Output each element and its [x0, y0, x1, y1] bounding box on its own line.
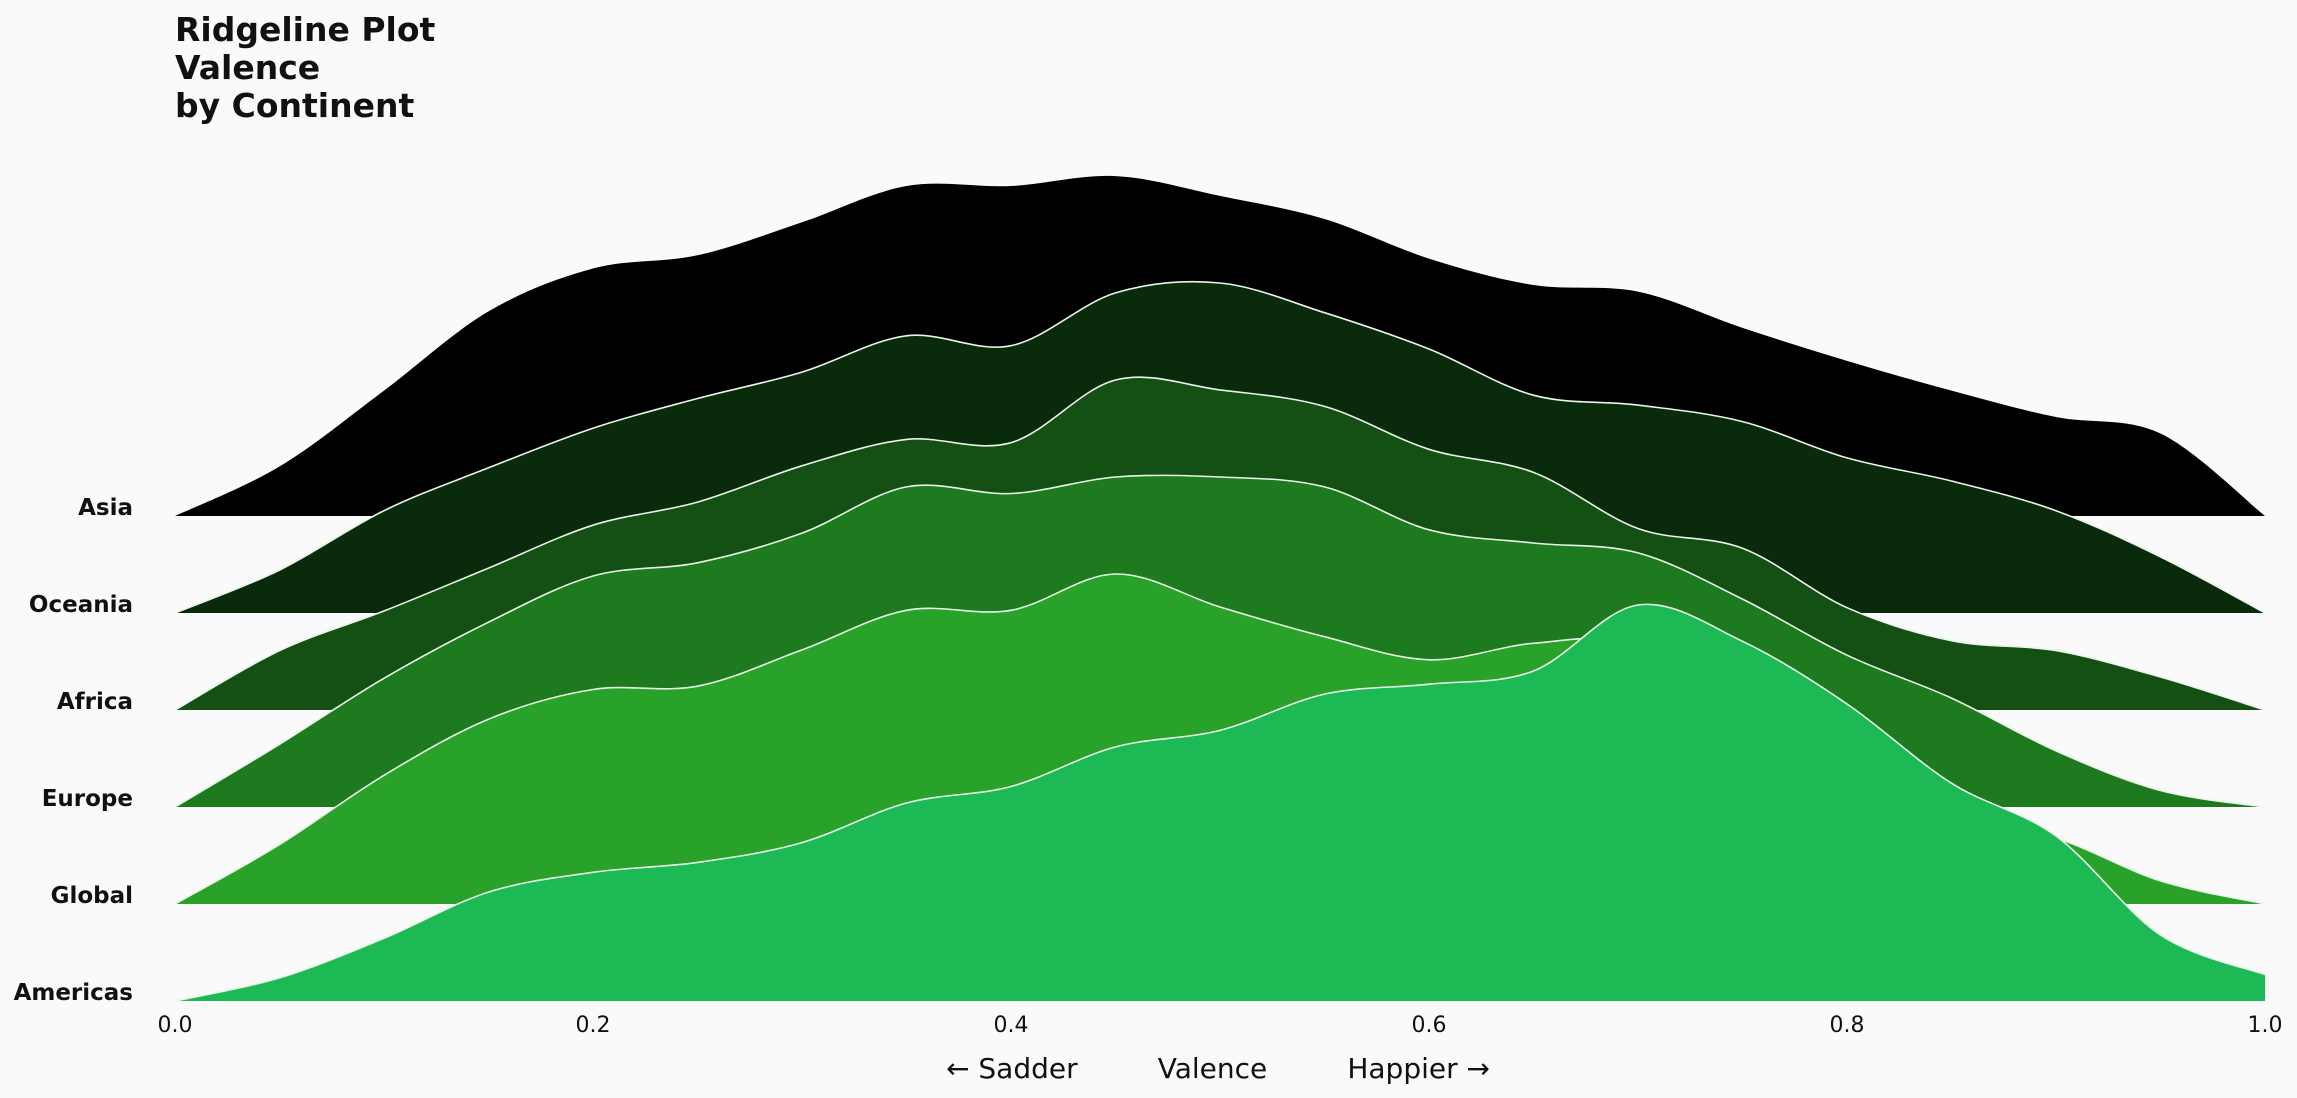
x-tick-label: 1.0 — [2248, 1013, 2283, 1038]
x-tick-label: 0.8 — [1830, 1013, 1865, 1038]
row-label-global: Global — [51, 883, 133, 909]
row-label-africa: Africa — [57, 689, 133, 715]
row-label-americas: Americas — [14, 980, 133, 1006]
row-label-oceania: Oceania — [29, 592, 133, 618]
ridge-outline-africa — [174, 376, 2266, 711]
x-tick-label: 0.4 — [994, 1013, 1029, 1038]
ridge-outline-oceania — [174, 280, 2266, 614]
chart-title-line-2: Valence — [175, 48, 320, 87]
x-tick-label: 0.2 — [576, 1013, 611, 1038]
ridge-outline-europe — [174, 474, 2266, 808]
ridge-outline-americas — [174, 603, 2266, 1002]
x-tick-label: 0.0 — [158, 1013, 193, 1038]
row-labels-group: Asia Oceania Africa Europe Global Americas — [14, 495, 133, 1006]
x-axis-label: ← Sadder Valence Happier → — [946, 1052, 1490, 1085]
chart-title-line-1: Ridgeline Plot — [175, 10, 436, 49]
row-label-asia: Asia — [78, 495, 133, 521]
ridges-group — [174, 175, 2266, 1002]
row-label-europe: Europe — [42, 786, 133, 812]
ridge-americas — [175, 604, 2265, 1001]
chart-title-line-3: by Continent — [175, 86, 414, 125]
x-tick-label: 0.6 — [1412, 1013, 1447, 1038]
x-ticks-group: 0.0 0.2 0.4 0.6 0.8 1.0 — [158, 1013, 2283, 1038]
